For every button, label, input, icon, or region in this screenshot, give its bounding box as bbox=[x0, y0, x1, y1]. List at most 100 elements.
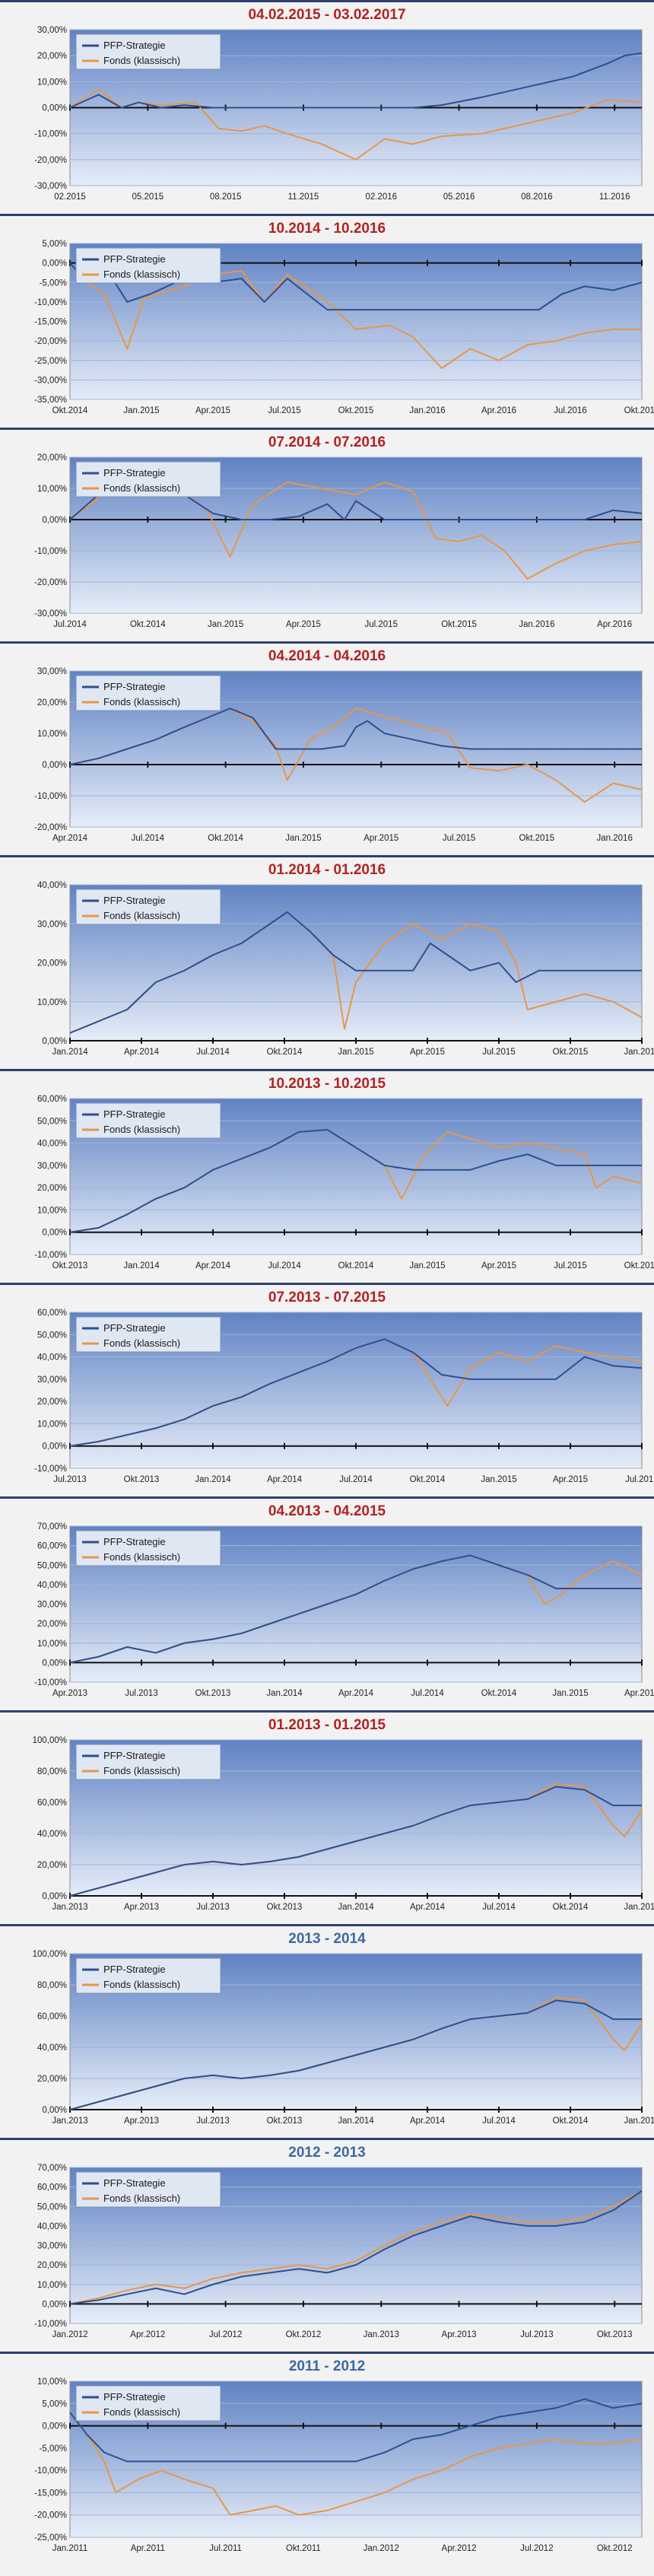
x-tick-label: Okt.2014 bbox=[553, 1903, 589, 1912]
x-tick-label: Apr.2015 bbox=[624, 1689, 654, 1698]
chart-title: 10.2013 - 10.2015 bbox=[268, 1076, 386, 1092]
x-tick-label: Jul.2014 bbox=[132, 834, 165, 843]
legend-label: Fonds (klassisch) bbox=[103, 1765, 180, 1776]
x-tick-label: Okt.2015 bbox=[553, 1048, 589, 1057]
y-tick-label: 40,00% bbox=[37, 2043, 67, 2053]
y-tick-label: 50,00% bbox=[37, 2202, 67, 2212]
x-tick-label: 02.2016 bbox=[365, 192, 397, 202]
chart-title: 04.2013 - 04.2015 bbox=[268, 1503, 386, 1519]
x-tick-label: Okt.2015 bbox=[338, 406, 374, 415]
panel-separator bbox=[0, 1283, 654, 1285]
y-tick-label: 0,00% bbox=[42, 2422, 67, 2431]
legend-label: PFP-Strategie bbox=[103, 253, 166, 265]
series-line-strategy bbox=[69, 52, 643, 109]
legend-label: PFP-Strategie bbox=[103, 1322, 166, 1334]
y-tick-label: 80,00% bbox=[37, 1767, 67, 1776]
x-tick-label: Jul.2014 bbox=[411, 1689, 444, 1698]
x-tick-label: 11.2016 bbox=[599, 192, 630, 202]
chart-panel: 10.2014 - 10.2016 5,00% 0,00% -5,00% -10,00%… bbox=[0, 216, 654, 428]
legend bbox=[75, 2385, 221, 2422]
legend-label: PFP-Strategie bbox=[103, 2177, 166, 2189]
x-tick-label: Jan.2015 bbox=[208, 620, 243, 629]
panel-separator bbox=[0, 214, 654, 216]
y-tick-label: 40,00% bbox=[37, 2222, 67, 2231]
panel-separator bbox=[0, 1496, 654, 1499]
y-tick-label: 20,00% bbox=[37, 959, 67, 968]
x-tick-label: Apr.2013 bbox=[52, 1689, 87, 1698]
y-tick-label: -35,00% bbox=[34, 396, 67, 405]
y-tick-label: -10,00% bbox=[34, 547, 67, 556]
x-tick-label: Jul.2013 bbox=[196, 1903, 229, 1912]
x-tick-label: 02.2015 bbox=[54, 192, 86, 202]
y-tick-label: 10,00% bbox=[37, 1420, 67, 1429]
y-tick-label: 30,00% bbox=[37, 1601, 67, 1610]
y-tick-label: 60,00% bbox=[37, 1095, 67, 1104]
y-tick-label: -20,00% bbox=[34, 823, 67, 832]
y-tick-label: 20,00% bbox=[37, 52, 67, 61]
chart-panel: 04.2013 - 04.2015 70,00% 60,00% 50,00% 40,00… bbox=[0, 1499, 654, 1710]
x-tick-label: Okt.2013 bbox=[195, 1689, 231, 1698]
chart-panel: 07.2014 - 07.2016 20,00% 10,00% 0,00% -10,00… bbox=[0, 430, 654, 641]
y-tick-label: 0,00% bbox=[42, 1658, 67, 1668]
x-tick-label: 08.2016 bbox=[521, 192, 553, 202]
chart-title: 2012 - 2013 bbox=[288, 2145, 366, 2161]
x-tick-label: Apr.2012 bbox=[442, 2544, 477, 2553]
y-tick-label: 10,00% bbox=[37, 1639, 67, 1649]
panel-separator bbox=[0, 1924, 654, 1926]
chart-panel: 04.02.2015 - 03.02.2017 30,00% 20,00% 10,00… bbox=[0, 2, 654, 214]
x-tick-label: Jan.2016 bbox=[624, 1048, 654, 1057]
y-tick-label: -10,00% bbox=[34, 298, 67, 307]
x-tick-label: Apr.2014 bbox=[195, 1261, 231, 1271]
series-line-strategy bbox=[69, 262, 643, 311]
legend bbox=[75, 247, 221, 284]
x-tick-label: Apr.2013 bbox=[442, 2330, 477, 2339]
chart-title: 04.2014 - 04.2016 bbox=[268, 648, 386, 664]
line-chart: 70,00% 60,00% 50,00% 40,00% 30,00% 20,00% 10,0… bbox=[34, 1522, 654, 1698]
x-tick-label: Jan.2015 bbox=[624, 1903, 654, 1912]
y-tick-label: -20,00% bbox=[34, 578, 67, 587]
series-line-strategy bbox=[69, 2190, 643, 2305]
legend-label: PFP-Strategie bbox=[103, 1536, 166, 1547]
chart-panel: 2012 - 2013 70,00% 60,00% 50,00% 40,00% 30,00… bbox=[0, 2140, 654, 2352]
y-tick-label: 50,00% bbox=[37, 1331, 67, 1340]
x-tick-label: Jan.2015 bbox=[624, 2116, 654, 2126]
legend bbox=[75, 1530, 221, 1566]
y-tick-label: -15,00% bbox=[34, 2489, 67, 2498]
legend-label: PFP-Strategie bbox=[103, 1108, 166, 1120]
x-tick-label: Jan.2013 bbox=[364, 2330, 399, 2339]
x-tick-label: Jul.2011 bbox=[209, 2544, 242, 2553]
chart-title: 04.02.2015 - 03.02.2017 bbox=[248, 7, 406, 23]
legend-label: Fonds (klassisch) bbox=[103, 269, 180, 280]
x-tick-label: Okt.2014 bbox=[410, 1475, 446, 1484]
chart-panel: 01.2014 - 01.2016 40,00% 30,00% 20,00% 10,00… bbox=[0, 857, 654, 1069]
y-tick-label: -10,00% bbox=[34, 2320, 67, 2329]
x-tick-label: Apr.2014 bbox=[124, 1048, 160, 1057]
x-tick-label: Jul.2016 bbox=[554, 406, 586, 415]
line-chart: 60,00% 50,00% 40,00% 30,00% 20,00% 10,00% 0,00… bbox=[34, 1095, 654, 1271]
x-tick-label: Jan.2016 bbox=[519, 620, 554, 629]
panel-separator bbox=[0, 855, 654, 857]
x-tick-label: Jan.2013 bbox=[52, 1903, 87, 1912]
x-tick-label: Jan.2015 bbox=[338, 1048, 373, 1057]
x-tick-label: Okt.2013 bbox=[124, 1475, 160, 1484]
legend-label: Fonds (klassisch) bbox=[103, 2406, 180, 2418]
x-tick-label: Okt.2014 bbox=[267, 1048, 303, 1057]
x-tick-label: Jul.2014 bbox=[196, 1048, 230, 1057]
y-tick-label: 10,00% bbox=[37, 1206, 67, 1215]
line-chart: 100,00% 80,00% 60,00% 40,00% 20,00% 0,00% Jan.… bbox=[33, 1736, 654, 1912]
y-tick-label: 10,00% bbox=[37, 2281, 67, 2290]
y-tick-label: 10,00% bbox=[37, 485, 67, 494]
x-tick-label: Jul.2013 bbox=[125, 1689, 157, 1698]
y-tick-label: -10,00% bbox=[34, 2466, 67, 2476]
legend-label: Fonds (klassisch) bbox=[103, 482, 180, 494]
legend-label: Fonds (klassisch) bbox=[103, 910, 180, 921]
y-tick-label: 0,00% bbox=[42, 2300, 67, 2309]
y-tick-label: 20,00% bbox=[37, 2075, 67, 2084]
y-tick-label: 30,00% bbox=[37, 1162, 67, 1171]
x-tick-label: Okt.2014 bbox=[208, 834, 243, 843]
panel-separator bbox=[0, 2352, 654, 2354]
y-tick-label: 0,00% bbox=[42, 1229, 67, 1238]
x-tick-label: Jul.2012 bbox=[520, 2544, 553, 2553]
legend-label: Fonds (klassisch) bbox=[103, 2193, 180, 2204]
x-tick-label: Apr.2015 bbox=[286, 620, 321, 629]
